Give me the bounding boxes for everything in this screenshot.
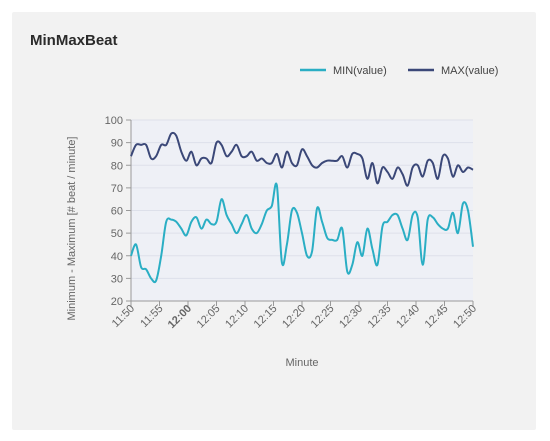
x-tick-label: 11:55 [138,303,165,330]
x-tick-label: 12:50 [451,303,479,331]
y-tick-label: 60 [111,206,123,218]
x-tick-label: 12:35 [366,303,394,331]
y-tick-label: 90 [111,138,123,150]
y-tick-label: 50 [111,228,123,240]
x-tick-label: 12:30 [337,303,365,331]
x-tick-label: 12:25 [309,303,337,331]
x-tick-label: 12:05 [195,303,223,331]
x-axis-title: Minute [285,357,318,369]
y-tick-label: 30 [111,273,123,285]
series-line-min-value [130,182,474,284]
legend-label-max-value: MAX(value) [441,65,498,77]
x-tick-label: 12:45 [423,303,451,331]
chart-title: MinMaxBeat [30,32,118,49]
y-tick-label: 100 [105,115,123,127]
y-axis-title: Minimum - Maximum [# beat / minute] [66,137,78,321]
y-tick-label: 20 [111,296,123,308]
y-tick-label: 80 [111,160,123,172]
x-tick-label: 12:40 [394,303,422,331]
x-tick-label: 12:10 [223,303,251,331]
x-tick-label: 12:00 [166,303,194,331]
y-tick-label: 70 [111,183,123,195]
legend-label-min-value: MIN(value) [333,65,387,77]
series-line-max-value [130,131,474,187]
y-tick-label: 40 [111,251,123,263]
x-tick-label: 12:20 [280,303,308,331]
x-tick-label: 12:15 [252,303,280,331]
